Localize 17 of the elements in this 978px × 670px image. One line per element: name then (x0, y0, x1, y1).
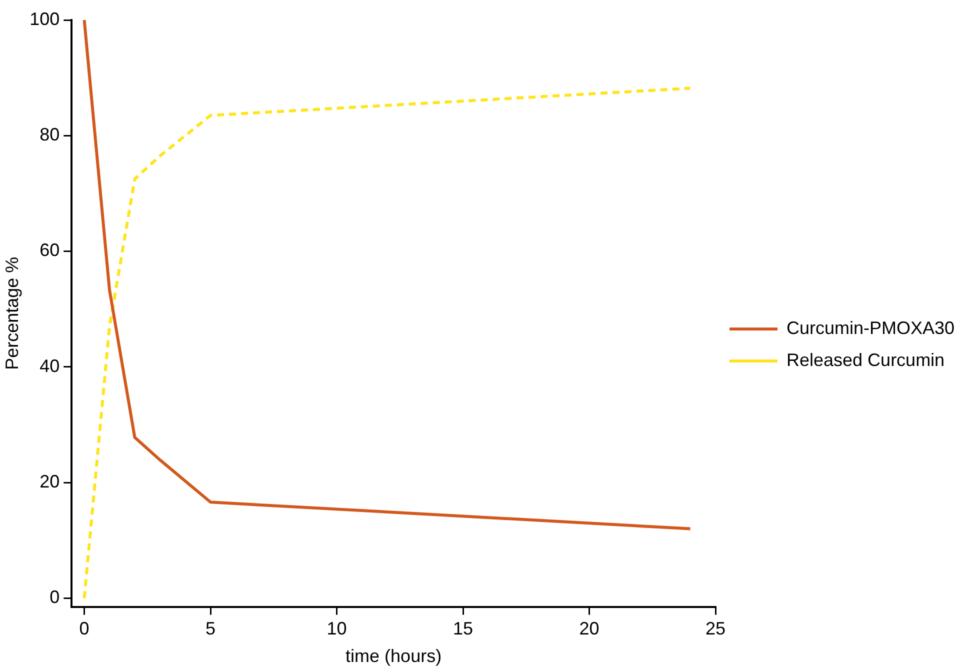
y-tick-label: 20 (40, 471, 60, 492)
y-tick-label: 40 (40, 356, 60, 376)
x-tick-label: 0 (79, 618, 90, 639)
legend-label: Released Curcumin (786, 350, 945, 370)
x-tick-label: 10 (326, 618, 347, 639)
line-series (82, 86, 692, 600)
y-tick-label: 100 (30, 8, 60, 29)
x-tick-label: 25 (705, 618, 726, 639)
x-tick-label: 15 (452, 618, 474, 639)
y-tick-label: 80 (40, 124, 60, 145)
y-axis-title: Percentage % (2, 256, 22, 370)
x-axis-title: time (hours) (346, 646, 442, 666)
x-tick-label: 5 (206, 618, 216, 639)
legend-label: Curcumin-PMOXA30 (786, 318, 955, 338)
y-tick-label: 60 (40, 240, 60, 260)
x-tick-label: 20 (579, 618, 600, 639)
y-tick-label: 0 (50, 587, 60, 608)
